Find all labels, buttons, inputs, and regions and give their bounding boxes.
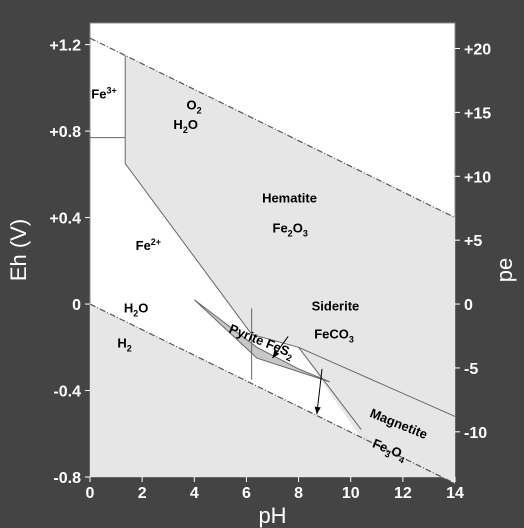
lower-water-line <box>89 303 456 485</box>
siderite-name-part: Siderite <box>312 299 360 314</box>
x-tick-label: 14 <box>446 485 464 502</box>
fe3-label-part: Fe <box>91 87 106 102</box>
y-tick-label: 0 <box>72 297 81 314</box>
o2-label-part: O <box>186 97 196 112</box>
x-tick-label: 2 <box>138 485 147 502</box>
x-tick-label: 8 <box>294 485 303 502</box>
x-tick-label: 10 <box>342 485 360 502</box>
x-axis-ticks: 0 2 4 6 8 10 12 14 <box>86 477 464 502</box>
hematite-formula-part: 3 <box>303 229 308 239</box>
siderite-arrow-line <box>316 368 323 415</box>
h2-label-part: 2 <box>127 343 132 353</box>
h2o-upper-label: H2O <box>173 117 198 135</box>
o2-subscript: 2 <box>197 105 202 115</box>
fe3-label: Fe3+ <box>91 86 116 102</box>
hematite-formula: Fe2O3 <box>273 221 308 239</box>
h2o-upper-label-part: H <box>173 117 182 132</box>
h2-label: H2 <box>117 335 131 353</box>
y-tick-label: +0.8 <box>49 124 81 141</box>
h2o-lower-label-part: O <box>138 301 148 316</box>
pe-tick-label: +10 <box>464 169 491 186</box>
hematite-field <box>125 55 456 417</box>
siderite-name: Siderite <box>312 299 360 314</box>
hematite-formula-part: Fe <box>273 221 288 236</box>
siderite-formula-part: FeCO <box>314 327 349 342</box>
pe-tick-label: -10 <box>464 425 487 442</box>
arrow-head-icon <box>314 406 321 415</box>
pe-axis-ticks: -10 -5 0 +5 +10 +15 +20 <box>455 42 491 442</box>
fe2-label-part: Fe <box>136 238 151 253</box>
siderite-formula: FeCO3 <box>314 327 354 345</box>
hematite-formula-part: 2 <box>288 229 293 239</box>
y-axis-ticks: -0.8 -0.4 0 +0.4 +0.8 +1.2 <box>49 38 90 487</box>
boundary-lines <box>89 37 456 485</box>
hematite-name: Hematite <box>262 190 317 205</box>
pe-tick-label: +5 <box>464 233 482 250</box>
fe2-label-part: 2+ <box>151 237 161 247</box>
pe-axis-title: pe <box>492 258 517 282</box>
pe-tick-label: -5 <box>464 361 478 378</box>
x-tick-label: 6 <box>242 485 251 502</box>
pe-tick-label: +20 <box>464 42 491 59</box>
h2o-lower-label-part: H <box>124 301 133 316</box>
h2-label-part: H <box>117 335 126 350</box>
magnetite-formula-part: 3 <box>383 449 391 460</box>
h2o-lower-label-part: 2 <box>133 309 138 319</box>
y-axis-title: Eh (V) <box>6 219 31 281</box>
h2o-upper-label-part: O <box>188 117 198 132</box>
x-tick-label: 12 <box>394 485 412 502</box>
magnetite-formula: Fe3O4 <box>369 436 408 466</box>
upper-water-line <box>89 37 456 219</box>
o2-label: O2 <box>186 97 201 115</box>
y-tick-label: +0.4 <box>49 211 81 228</box>
hematite-name-part: Hematite <box>262 190 317 205</box>
arrow-head-icon <box>272 350 280 359</box>
pyrite-label-part: 2 <box>285 352 293 363</box>
x-axis-title: pH <box>258 503 286 528</box>
x-tick-label: 0 <box>86 485 95 502</box>
fe3-label-part: 3+ <box>106 86 116 96</box>
y-tick-label: -0.4 <box>53 384 81 401</box>
y-tick-label: +1.2 <box>49 38 81 55</box>
y-tick-label: -0.8 <box>53 470 81 487</box>
hematite-formula-part: O <box>293 221 303 236</box>
siderite-formula-part: 3 <box>349 335 354 345</box>
x-tick-label: 4 <box>190 485 199 502</box>
h2o-lower-label: H2O <box>124 301 149 319</box>
h2o-upper-label-part: 2 <box>183 125 188 135</box>
magnetite-formula-part: Fe <box>370 436 390 456</box>
magnetite-formula-part: 4 <box>397 454 405 465</box>
pyrite-field <box>193 299 331 383</box>
pe-tick-label: 0 <box>464 297 473 314</box>
magnetite-field <box>298 347 455 484</box>
fe2-label: Fe2+ <box>136 237 161 253</box>
pe-tick-label: +15 <box>464 105 491 122</box>
siderite-magnetite-boundary <box>298 346 362 430</box>
